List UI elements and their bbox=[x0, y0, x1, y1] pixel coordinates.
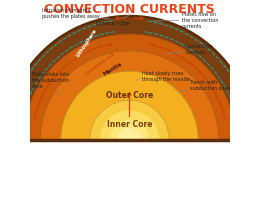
Text: Intrusion of magma
pushes the plates away: Intrusion of magma pushes the plates awa… bbox=[41, 8, 110, 19]
Text: Mantle: Mantle bbox=[102, 61, 123, 76]
Text: Outer Core: Outer Core bbox=[106, 91, 153, 100]
Text: Oceanic ridge: Oceanic ridge bbox=[96, 15, 130, 26]
Polygon shape bbox=[24, 34, 235, 140]
Text: CONVECTION CURRENTS: CONVECTION CURRENTS bbox=[44, 3, 215, 16]
Text: Plates flow on
the convection
currents: Plates flow on the convection currents bbox=[153, 12, 218, 29]
Text: Convection
currents: Convection currents bbox=[167, 44, 213, 55]
Polygon shape bbox=[100, 110, 159, 140]
Text: Heat slowly rises
through the mantle: Heat slowly rises through the mantle bbox=[136, 71, 191, 82]
Polygon shape bbox=[5, 16, 254, 140]
Polygon shape bbox=[40, 51, 219, 140]
Text: Plate sinks into
the subduction
zone: Plate sinks into the subduction zone bbox=[32, 72, 69, 96]
Polygon shape bbox=[118, 128, 141, 140]
Text: Convection Cell: Convection Cell bbox=[85, 52, 116, 75]
Polygon shape bbox=[110, 120, 149, 140]
Polygon shape bbox=[90, 100, 169, 140]
Text: Lithosphere: Lithosphere bbox=[75, 28, 98, 58]
Polygon shape bbox=[61, 71, 198, 140]
Text: Trench with
subduction zone: Trench with subduction zone bbox=[178, 80, 230, 92]
Text: Inner Core: Inner Core bbox=[107, 120, 152, 129]
